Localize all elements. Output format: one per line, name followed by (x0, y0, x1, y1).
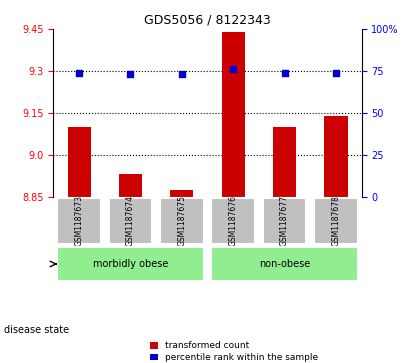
Text: GSM1187674: GSM1187674 (126, 195, 135, 246)
Title: GDS5056 / 8122343: GDS5056 / 8122343 (144, 13, 271, 26)
Text: GSM1187676: GSM1187676 (229, 195, 238, 246)
FancyBboxPatch shape (211, 247, 358, 281)
Text: non-obese: non-obese (259, 259, 310, 269)
Bar (324, 116, 348, 197)
Text: disease state: disease state (4, 325, 69, 335)
Text: morbidly obese: morbidly obese (93, 259, 168, 269)
Bar (119, 175, 142, 197)
Text: GSM1187675: GSM1187675 (178, 195, 186, 246)
Bar (222, 32, 245, 197)
Point (230, 66, 237, 72)
FancyBboxPatch shape (109, 198, 152, 244)
Point (178, 72, 185, 77)
Bar (67, 127, 91, 197)
FancyBboxPatch shape (314, 198, 358, 244)
FancyBboxPatch shape (263, 198, 307, 244)
FancyBboxPatch shape (57, 247, 204, 281)
Point (76, 70, 82, 76)
Text: GSM1187677: GSM1187677 (280, 195, 289, 246)
Point (281, 70, 288, 76)
Text: GSM1187678: GSM1187678 (332, 195, 340, 246)
Point (127, 72, 134, 77)
Text: GSM1187673: GSM1187673 (75, 195, 83, 246)
Point (333, 70, 339, 76)
Legend: transformed count, percentile rank within the sample: transformed count, percentile rank withi… (150, 342, 318, 362)
FancyBboxPatch shape (57, 198, 101, 244)
Bar (170, 190, 194, 197)
Bar (273, 127, 296, 197)
FancyBboxPatch shape (211, 198, 255, 244)
FancyBboxPatch shape (160, 198, 204, 244)
